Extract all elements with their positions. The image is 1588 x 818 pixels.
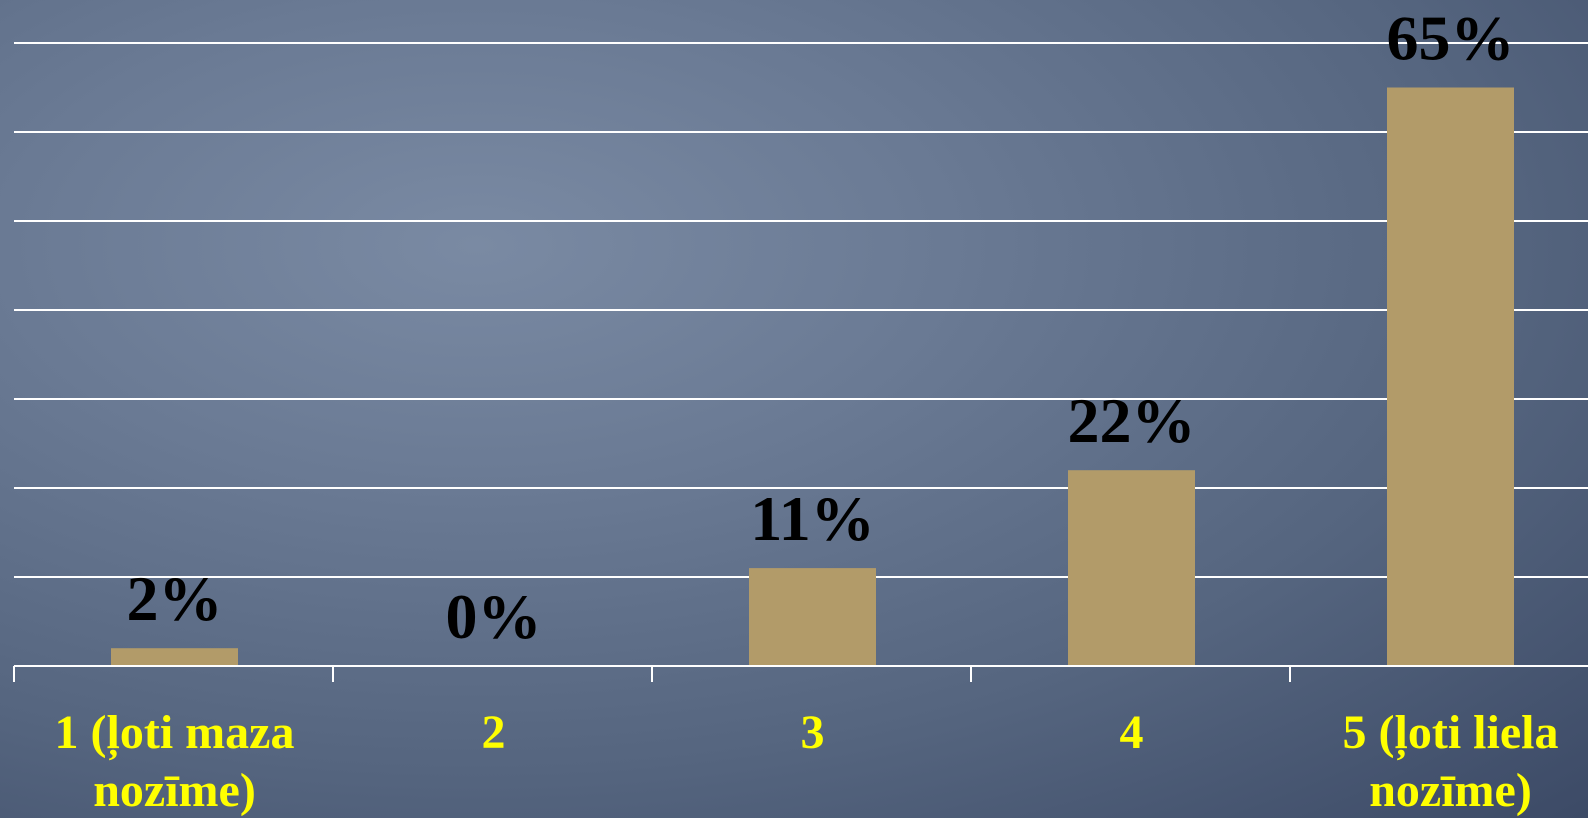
category-label: 3 [801,706,825,759]
category-label-line: 5 (ļoti liela [1343,706,1559,761]
data-label: 65% [1387,3,1515,74]
category-label: 1 (ļoti maza nozīme) [55,706,295,817]
category-label: 5 (ļoti liela nozīme) [1343,706,1559,817]
category-label: 4 [1120,706,1144,759]
gridlines [14,42,1588,578]
bar [749,568,876,666]
category-label-line: 2 [482,706,506,759]
bar [111,648,238,666]
data-labels: 2% 0% 11% 22% 65% [127,3,1515,653]
data-label: 11% [750,483,874,554]
category-label-line: nozīme) [1369,764,1532,817]
category-label-line: 1 (ļoti maza [55,706,295,761]
bar [1068,470,1195,666]
data-label: 2% [127,563,223,634]
category-label-line: nozīme) [93,764,256,817]
category-labels: 1 (ļoti maza nozīme)2 3 4 5 (ļoti liela nozīm… [55,706,1559,817]
bars [111,87,1514,666]
category-label: 2 [482,706,506,759]
bar [1387,87,1514,666]
data-label: 0% [446,581,542,652]
data-label: 22% [1068,385,1196,456]
category-label-line: 4 [1120,706,1144,759]
category-label-line: 3 [801,706,825,759]
x-axis [13,665,1588,682]
